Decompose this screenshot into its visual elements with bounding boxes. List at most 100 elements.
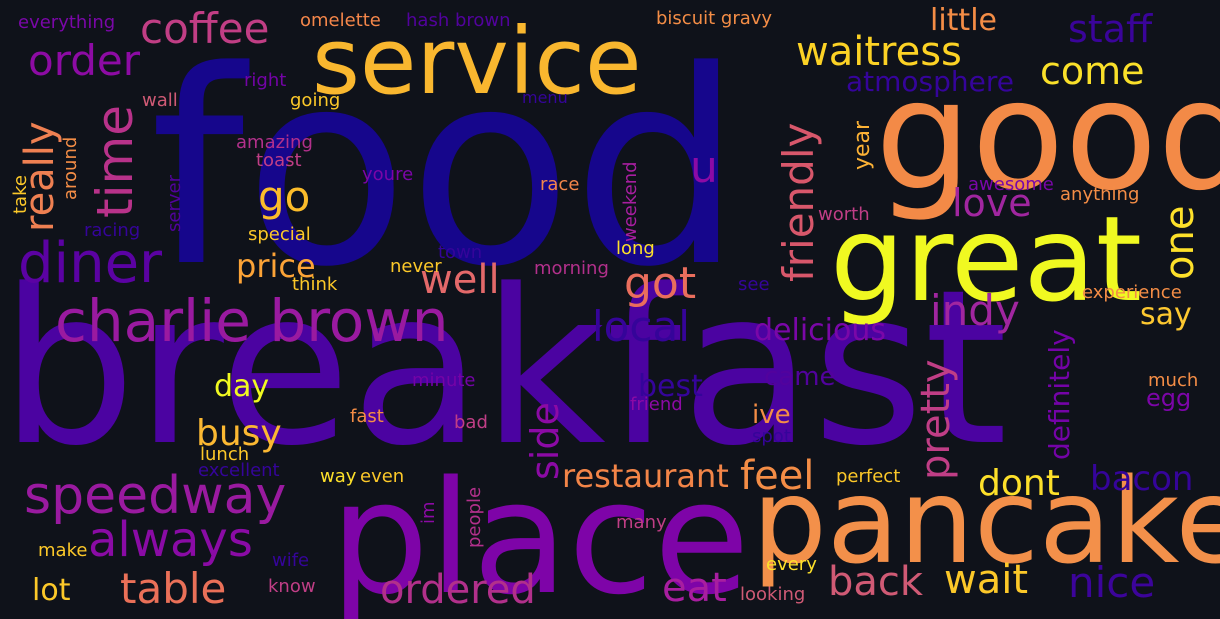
word-take: take [10, 175, 31, 214]
word-lunch: lunch [200, 444, 250, 465]
word-ive: ive [752, 400, 791, 430]
word-every: every [766, 554, 817, 575]
word-im: im [418, 501, 439, 524]
word-diner: diner [18, 231, 163, 296]
word-around: around [60, 136, 81, 200]
word-excellent: excellent [198, 460, 280, 481]
word-wife: wife [272, 550, 310, 571]
word-busy: busy [196, 413, 282, 454]
word-nice: nice [1068, 558, 1156, 607]
word-back: back [828, 559, 924, 605]
word-make: make [38, 540, 88, 561]
word-town: town [438, 242, 483, 263]
word-delicious: delicious [754, 313, 886, 348]
word-experience: experience [1082, 282, 1182, 303]
word-good: good [875, 47, 1220, 224]
word-speedway: speedway [24, 466, 287, 526]
word-place: place [330, 447, 750, 619]
word-bad: bad [454, 412, 488, 433]
word-one: one [1157, 205, 1203, 280]
word-restaurant: restaurant [562, 457, 729, 495]
word-lot: lot [32, 573, 71, 608]
word-server: server [164, 175, 185, 232]
word-eat: eat [662, 565, 727, 611]
word-minute: minute [412, 370, 476, 391]
word-fast: fast [350, 406, 384, 427]
word-came: came [764, 362, 836, 392]
word-always: always [88, 512, 253, 568]
word-side: side [523, 402, 567, 480]
word-everything: everything [18, 12, 116, 33]
word-see: see [738, 274, 770, 295]
word-friendly: friendly [774, 122, 823, 282]
word-know: know [268, 576, 316, 597]
word-ordered: ordered [380, 567, 536, 613]
word-wall: wall [142, 90, 178, 111]
word-awesome: awesome [968, 174, 1054, 195]
word-got: got [624, 258, 697, 309]
word-waitress: waitress [796, 29, 962, 75]
word-going: going [290, 90, 341, 111]
word-breakfast: breakfast [0, 244, 1008, 493]
word-never: never [390, 256, 442, 277]
word-think: think [292, 274, 338, 295]
word-spot: spot [752, 426, 791, 447]
word-toast: toast [256, 150, 302, 171]
word-friend: friend [630, 394, 683, 415]
word-staff: staff [1068, 7, 1153, 51]
word-go: go [258, 172, 311, 221]
word-little: little [930, 3, 997, 38]
word-atmosphere: atmosphere [846, 65, 1014, 98]
word-year: year [850, 120, 875, 170]
word-best: best [638, 369, 703, 404]
word-looking: looking [740, 584, 806, 605]
word-service: service [312, 8, 642, 115]
word-food: food [150, 14, 743, 326]
word-egg: egg [1146, 384, 1192, 412]
word-day: day [214, 369, 270, 404]
word-perfect: perfect [836, 466, 901, 487]
word-coffee: coffee [140, 4, 270, 53]
word-youre: youre [362, 164, 414, 185]
word-morning: morning [534, 258, 609, 279]
word-anything: anything [1060, 184, 1140, 205]
word-pancake: pancake [752, 452, 1220, 590]
word-great: great [830, 190, 1142, 328]
word-hash-brown: hash brown [406, 10, 511, 31]
word-charlie-brown: charlie brown [55, 287, 449, 355]
word-worth: worth [818, 204, 870, 225]
word-right: right [244, 70, 287, 91]
word-table: table [120, 564, 227, 613]
word-even: even [360, 466, 405, 487]
word-say: say [1140, 297, 1192, 332]
word-well: well [420, 257, 500, 303]
word-people: people [464, 486, 485, 548]
word-weekend: weekend [620, 161, 641, 242]
word-pretty: pretty [913, 359, 959, 480]
word-indy: indy [930, 286, 1020, 335]
word-special: special [248, 224, 311, 245]
word-menu: menu [522, 88, 568, 107]
word-wait: wait [944, 557, 1029, 603]
word-bacon: bacon [1090, 459, 1194, 499]
word-come: come [1040, 49, 1145, 93]
word-feel: feel [740, 453, 815, 499]
word-way: way [320, 466, 357, 487]
word-price: price [236, 247, 316, 285]
word-many: many [616, 512, 667, 533]
word-race: race [540, 174, 580, 195]
word-dont: dont [978, 463, 1060, 504]
word-much: much [1148, 370, 1199, 391]
word-racing: racing [84, 220, 141, 241]
word-u: u [690, 142, 718, 193]
word-order: order [28, 36, 140, 85]
word-love: love [952, 181, 1032, 225]
word-omelette: omelette [300, 10, 381, 31]
word-local: local [592, 302, 690, 351]
word-definitely: definitely [1043, 329, 1076, 460]
word-long: long [616, 238, 655, 259]
word-biscuit-gravy: biscuit gravy [656, 8, 773, 29]
word-amazing: amazing [236, 132, 313, 153]
word-time: time [86, 105, 144, 218]
